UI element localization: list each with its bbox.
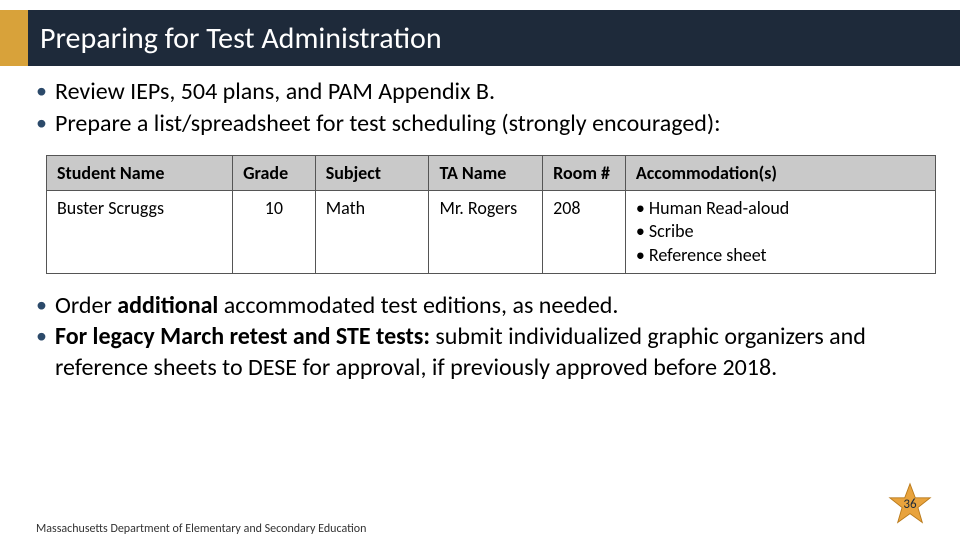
header-accent-bar bbox=[0, 10, 28, 66]
col-subject: Subject bbox=[315, 155, 429, 190]
footer-text: Massachusetts Department of Elementary a… bbox=[36, 522, 366, 536]
bullet-text: Prepare a list/spreadsheet for test sche… bbox=[55, 108, 721, 140]
bullet-marker: • bbox=[36, 290, 47, 321]
bullet-marker: • bbox=[36, 321, 47, 352]
slide-title: Preparing for Test Administration bbox=[28, 10, 960, 66]
top-bullets: • Review IEPs, 504 plans, and PAM Append… bbox=[36, 76, 930, 141]
col-student-name: Student Name bbox=[47, 155, 233, 190]
table-header-row: Student Name Grade Subject TA Name Room … bbox=[47, 155, 936, 190]
page-number-star: 36 bbox=[888, 482, 932, 526]
cell-room: 208 bbox=[543, 190, 626, 273]
col-grade: Grade bbox=[233, 155, 316, 190]
col-room: Room # bbox=[543, 155, 626, 190]
scheduling-table: Student Name Grade Subject TA Name Room … bbox=[46, 155, 936, 274]
bullet-item: • Review IEPs, 504 plans, and PAM Append… bbox=[36, 76, 930, 108]
cell-accommodations: • Human Read-aloud • Scribe • Reference … bbox=[625, 190, 935, 273]
page-number: 36 bbox=[903, 497, 916, 512]
bullet-text: For legacy March retest and STE tests: s… bbox=[55, 321, 930, 383]
table-row: Buster Scruggs 10 Math Mr. Rogers 208 • … bbox=[47, 190, 936, 273]
slide-content: • Review IEPs, 504 plans, and PAM Append… bbox=[0, 66, 960, 384]
col-accommodations: Accommodation(s) bbox=[625, 155, 935, 190]
accommodation-item: • Reference sheet bbox=[636, 244, 925, 267]
bullet-text: Review IEPs, 504 plans, and PAM Appendix… bbox=[55, 76, 495, 108]
bullet-marker: • bbox=[36, 108, 47, 139]
slide-header: Preparing for Test Administration bbox=[0, 10, 960, 66]
bullet-text: Order additional accommodated test editi… bbox=[55, 290, 619, 321]
cell-grade: 10 bbox=[233, 190, 316, 273]
bullet-item: • Order additional accommodated test edi… bbox=[36, 290, 930, 321]
accommodation-item: • Scribe bbox=[636, 220, 925, 243]
bullet-item: • For legacy March retest and STE tests:… bbox=[36, 321, 930, 383]
bullet-marker: • bbox=[36, 76, 47, 107]
col-ta-name: TA Name bbox=[429, 155, 543, 190]
cell-student-name: Buster Scruggs bbox=[47, 190, 233, 273]
cell-subject: Math bbox=[315, 190, 429, 273]
cell-ta-name: Mr. Rogers bbox=[429, 190, 543, 273]
bullet-item: • Prepare a list/spreadsheet for test sc… bbox=[36, 108, 930, 140]
bottom-bullets: • Order additional accommodated test edi… bbox=[36, 290, 930, 384]
accommodation-item: • Human Read-aloud bbox=[636, 197, 925, 220]
